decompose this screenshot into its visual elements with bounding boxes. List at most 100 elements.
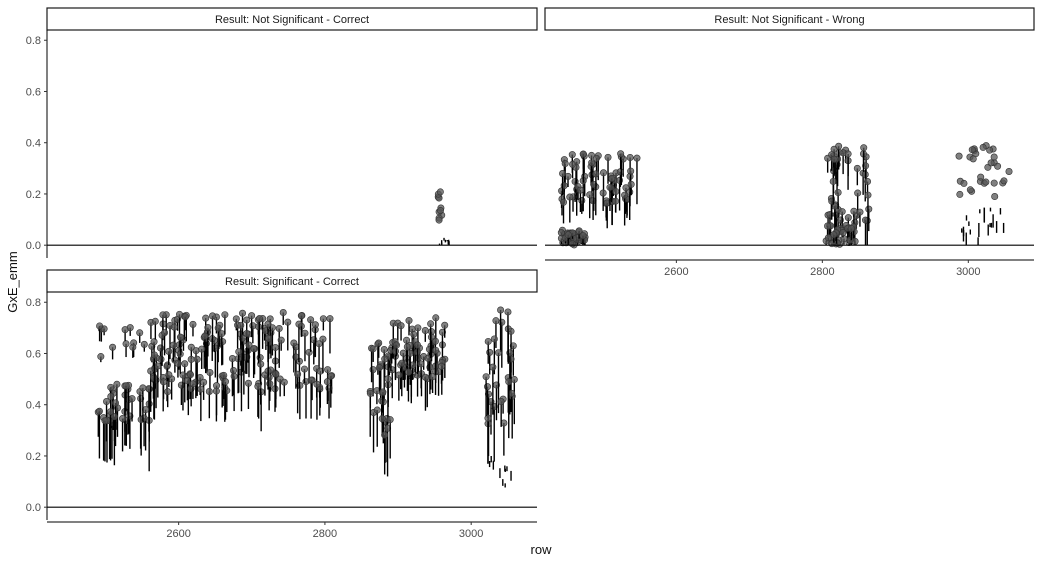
data-point <box>854 189 862 197</box>
data-point <box>969 155 977 163</box>
facet-title: Result: Significant - Correct <box>225 276 359 288</box>
data-point <box>284 318 292 326</box>
data-point <box>206 368 214 376</box>
data-point <box>295 320 303 328</box>
data-point <box>212 387 220 395</box>
facet-panels: Result: Not Significant - Correct 0.0 0.2 0… <box>26 7 1035 540</box>
data-point <box>161 329 169 337</box>
data-point <box>244 379 252 387</box>
data-point <box>830 231 838 239</box>
data-point <box>853 164 861 172</box>
data-point <box>986 146 994 154</box>
data-point <box>294 370 302 378</box>
data-point <box>592 170 600 178</box>
data-point <box>417 360 425 368</box>
data-point <box>381 431 389 439</box>
data-point <box>198 345 206 353</box>
data-point <box>237 321 245 329</box>
data-point <box>403 336 411 344</box>
data-point <box>122 340 130 348</box>
data-point <box>307 376 315 384</box>
data-point <box>189 320 197 328</box>
data-point <box>616 168 624 176</box>
data-point <box>140 414 148 422</box>
data-point <box>386 416 394 424</box>
data-point <box>834 188 842 196</box>
data-point <box>307 316 315 324</box>
data-point <box>107 408 115 416</box>
data-point <box>844 214 852 222</box>
data-point <box>375 339 383 347</box>
data-point <box>164 388 172 396</box>
data-point <box>187 355 195 363</box>
data-point <box>569 160 577 168</box>
facet-strip <box>544 7 1035 31</box>
data-point <box>608 174 616 182</box>
y-tick-label: 0.0 <box>26 240 41 252</box>
x-tick-label: 3000 <box>956 266 980 278</box>
data-point <box>301 329 309 337</box>
data-point <box>319 315 327 323</box>
data-point <box>159 311 167 319</box>
data-point <box>850 207 858 215</box>
data-point <box>373 406 381 414</box>
data-point <box>846 236 854 244</box>
data-point <box>245 341 253 349</box>
data-point <box>248 312 256 320</box>
data-point <box>239 309 247 317</box>
data-point <box>238 334 246 342</box>
data-point <box>864 191 872 199</box>
data-point <box>113 380 121 388</box>
data-point <box>579 232 587 240</box>
x-axis-title: row <box>531 542 553 557</box>
data-point <box>311 321 319 329</box>
data-point <box>129 343 137 351</box>
y-tick-label: 0.8 <box>26 297 41 309</box>
data-point <box>427 333 435 341</box>
data-point <box>568 240 576 248</box>
data-point <box>112 399 120 407</box>
data-point <box>505 378 513 386</box>
data-point <box>109 343 117 351</box>
data-point <box>297 312 305 320</box>
data-point <box>235 348 243 356</box>
data-point <box>230 372 238 380</box>
data-point <box>151 317 159 325</box>
data-point <box>830 155 838 163</box>
data-point <box>384 375 392 383</box>
data-point <box>982 178 990 186</box>
data-point <box>181 313 189 321</box>
data-point <box>381 355 389 363</box>
data-point <box>200 378 208 386</box>
data-point <box>243 316 251 324</box>
data-point <box>164 361 172 369</box>
data-point <box>279 309 287 317</box>
data-marks <box>557 142 1013 249</box>
data-point <box>250 345 258 353</box>
data-point <box>369 366 377 374</box>
data-point <box>864 178 872 186</box>
data-point <box>576 186 584 194</box>
data-point <box>186 371 194 379</box>
data-point <box>221 311 229 319</box>
data-point <box>170 323 178 331</box>
y-tick-label: 0.4 <box>26 138 41 150</box>
data-point <box>96 322 104 330</box>
data-point <box>486 348 494 356</box>
data-point <box>414 324 422 332</box>
data-point <box>403 343 411 351</box>
data-point <box>375 364 383 372</box>
data-point <box>214 324 222 332</box>
facet-title: Result: Not Significant - Correct <box>215 14 369 26</box>
facet-panel: Result: Not Significant - Wrong 2600 2800 3… <box>544 7 1035 278</box>
data-point <box>955 152 963 160</box>
data-point <box>568 151 576 159</box>
data-point <box>437 362 445 370</box>
data-point <box>395 371 403 379</box>
data-point <box>290 339 298 347</box>
x-tick-label: 2800 <box>313 528 337 540</box>
data-point <box>101 417 109 425</box>
data-point <box>410 330 418 338</box>
data-point <box>566 193 574 201</box>
data-point <box>230 366 238 374</box>
